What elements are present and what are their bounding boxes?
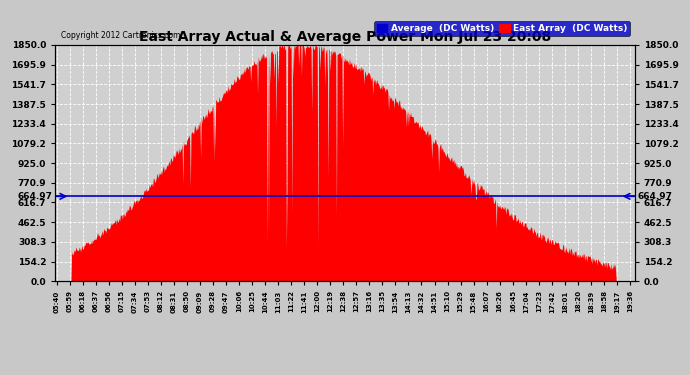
Legend: Average  (DC Watts), East Array  (DC Watts): Average (DC Watts), East Array (DC Watts… bbox=[374, 21, 630, 36]
Text: Copyright 2012 Cartronics.com: Copyright 2012 Cartronics.com bbox=[61, 31, 180, 40]
Text: 664.97: 664.97 bbox=[638, 192, 673, 201]
Title: East Array Actual & Average Power Mon Jul 23 20:08: East Array Actual & Average Power Mon Ju… bbox=[139, 30, 551, 44]
Text: 664.97: 664.97 bbox=[17, 192, 52, 201]
